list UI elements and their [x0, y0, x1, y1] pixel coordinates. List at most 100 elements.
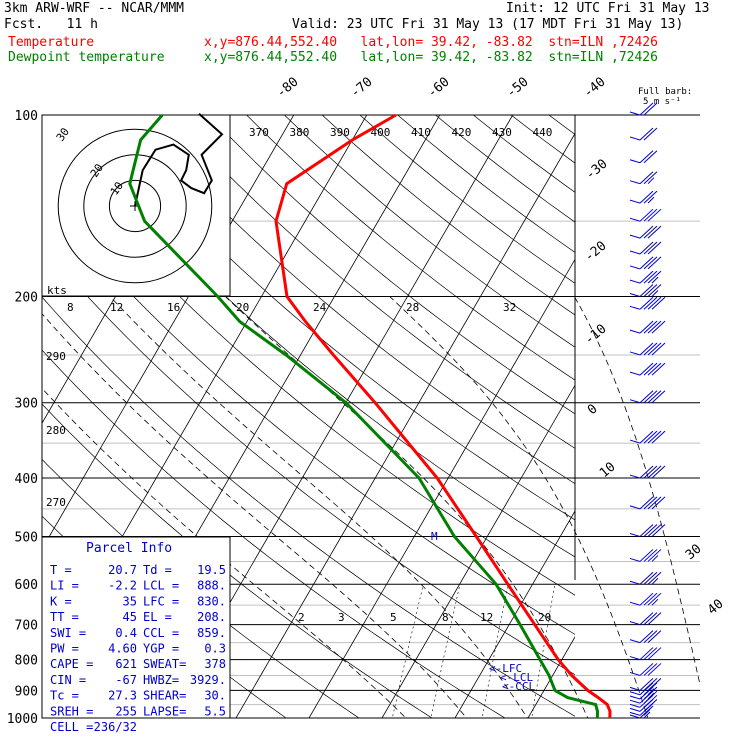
moist-adiabat-4: [42, 313, 468, 718]
parcel-key-left-6: CAPE =: [50, 657, 93, 671]
wind-barb-170: [629, 241, 662, 255]
parcel-key-right-4: CCL =: [143, 626, 179, 640]
theta-left-label-290: 290: [46, 350, 66, 363]
mixing-label-low-3: 3: [338, 611, 345, 624]
parcel-value-left-3: 45: [123, 610, 137, 624]
parcel-key-left-5: PW =: [50, 642, 79, 656]
wind-barb-270: [629, 362, 666, 376]
wind-barb-300: [629, 390, 666, 404]
forecast-hour: Fcst. 11 h: [4, 17, 98, 32]
wind-barbs: [629, 102, 666, 719]
theta-label-370: 370: [249, 126, 269, 139]
wind-barb-120: [629, 150, 658, 164]
wind-barb-200: [629, 284, 662, 298]
isotherm--30: [235, 132, 575, 718]
pressure-label-400: 400: [15, 472, 38, 487]
parcel-info-title: Parcel Info: [86, 541, 172, 556]
parcel-key-right-6: SWEAT=: [143, 657, 186, 671]
mixing-label-low-20: 20: [538, 611, 551, 624]
parcel-key-right-2: LFC =: [143, 594, 179, 608]
mixing-ratio-5: [481, 584, 509, 718]
parcel-value-right-0: 19.5: [197, 563, 226, 577]
isotherm-label--70: -70: [348, 74, 376, 101]
moist-adiabat-28: [389, 296, 649, 718]
wind-barb-900: [629, 678, 662, 691]
wind-barb-250: [629, 342, 666, 356]
dry-adiabat-330: [57, 115, 575, 558]
pressure-label-1000: 1000: [7, 712, 38, 727]
wind-barb-750: [629, 630, 662, 644]
dewpoint-label: Dewpoint temperature: [8, 50, 165, 65]
mixing-label-mid-20: 20: [236, 301, 249, 314]
mixing-label-mid-28: 28: [406, 301, 419, 314]
parcel-key-left-2: K =: [50, 594, 72, 608]
parcel-value-right-7: 3929.: [190, 673, 226, 687]
temperature-label: Temperature: [8, 35, 95, 50]
pressure-label-600: 600: [15, 578, 38, 593]
pressure-label-700: 700: [15, 619, 38, 634]
wind-barb-500: [629, 524, 666, 537]
moist-adiabat-36: [574, 296, 700, 687]
wind-barb-1000: [629, 705, 654, 719]
dry-adiabat-340: [94, 115, 575, 521]
wind-barb-210: [629, 296, 666, 310]
dry-adiabat-460: [548, 115, 575, 135]
parcel-key-left-10: CELL =: [50, 720, 93, 734]
theta-label-400: 400: [371, 126, 391, 139]
mixing-ratio-3: [430, 584, 461, 718]
mixing-label-mid-16: 16: [167, 301, 180, 314]
dry-adiabat-370: [208, 115, 575, 415]
pressure-label-300: 300: [15, 397, 38, 412]
isotherm-label-0: 0: [585, 402, 601, 419]
valid-time: Valid: 23 UTC Fri 31 May 13 (17 MDT Fri …: [292, 17, 684, 32]
isotherm-30: [667, 57, 740, 731]
dewpoint-location: x,y=876.44,552.40 lat,lon= 39.42, -83.82…: [204, 50, 658, 65]
isotherm-label--20: -20: [582, 238, 610, 265]
hodograph-trace: [134, 113, 224, 207]
parcel-value-right-6: 378: [204, 657, 226, 671]
hodograph-ring-label-20: 20: [88, 161, 106, 179]
theta-label-420: 420: [452, 126, 472, 139]
hodograph-ring-label-30: 30: [54, 125, 72, 143]
lcl-marker: <-LCL: [500, 671, 533, 684]
parcel-key-right-0: Td =: [143, 563, 172, 577]
dry-adiabat-470: [511, 57, 740, 731]
dry-adiabat-320: [42, 143, 575, 596]
wind-barb-160: [629, 225, 662, 239]
dewpoint-profile: [128, 114, 600, 719]
dry-adiabat-450: [510, 115, 575, 164]
temperature-profile: [274, 113, 612, 719]
parcel-value-left-10: 236/32: [94, 720, 137, 734]
theta-label-380: 380: [290, 126, 310, 139]
parcel-key-left-0: T =: [50, 563, 72, 577]
pressure-label-800: 800: [15, 654, 38, 669]
parcel-key-left-1: LI =: [50, 579, 79, 593]
dry-adiabat-430: [434, 115, 575, 223]
mixing-label-low-2: 2: [298, 611, 305, 624]
dry-adiabat-350: [132, 115, 575, 485]
mixing-label-mid-24: 24: [313, 301, 327, 314]
dry-adiabat-410: [359, 115, 575, 284]
full-barb-unit: 5 m s⁻¹: [643, 97, 681, 107]
parcel-value-right-4: 859.: [197, 626, 226, 640]
wind-barb-110: [629, 127, 658, 141]
theta-label-430: 430: [492, 126, 512, 139]
moist-adiabats: [42, 296, 700, 718]
parcel-value-left-8: 27.3: [108, 689, 137, 703]
mixing-ratio-12: [575, 584, 598, 731]
parcel-info-panel: Parcel Info T = 20.7 Td = 19.5 LI = -2.2 LCL = 8…: [41, 536, 231, 734]
isotherm-label-40: 40: [705, 597, 727, 619]
isotherm-0: [454, 510, 575, 718]
init-time: Init: 12 UTC Fri 31 May 13: [506, 1, 710, 16]
parcel-key-right-8: SHEAR=: [143, 689, 186, 703]
parcel-value-right-2: 830.: [197, 594, 226, 608]
ccl-marker: <-CCL: [502, 680, 535, 693]
wind-barb-550: [629, 549, 662, 562]
parcel-key-right-9: LAPSE=: [143, 704, 186, 718]
temperature-location: x,y=876.44,552.40 lat,lon= 39.42, -83.82…: [204, 35, 658, 50]
wind-barb-600: [629, 571, 662, 585]
dry-adiabat-440: [472, 115, 575, 193]
dry-adiabat-300: [42, 244, 575, 676]
isotherm--10: [381, 384, 575, 718]
